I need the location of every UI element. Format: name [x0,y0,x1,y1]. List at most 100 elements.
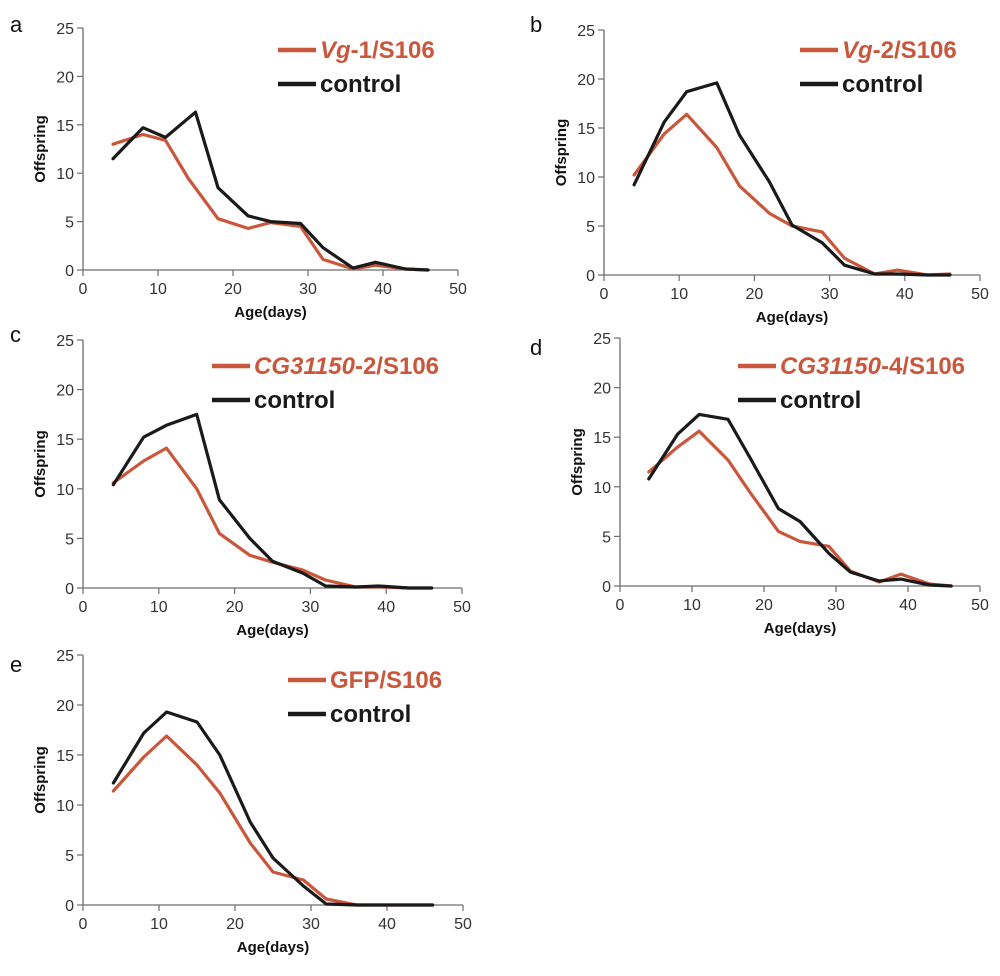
y-tick-label: 0 [586,268,595,285]
y-tick-label: 10 [56,482,74,499]
legend-label-treated: CG31150-2/S106 [254,353,439,380]
y-tick-label: 15 [577,121,595,138]
y-tick-label: 15 [56,118,74,135]
x-tick-label: 50 [971,286,989,303]
y-tick-label: 5 [65,848,74,865]
legend-label-treated: Vg-2/S106 [842,37,957,64]
x-tick-label: 30 [302,916,320,933]
y-tick-label: 20 [56,69,74,86]
series-line-control [111,412,434,590]
y-tick-label: 20 [577,72,595,89]
legend-label-control: control [842,71,923,98]
legend-label-text: control [320,71,401,98]
x-tick-label: 50 [453,599,471,616]
panel-letter-c: c [10,322,21,347]
x-axis-title: Age(days) [236,622,309,639]
legend-label-treated: GFP/S106 [330,667,442,694]
x-tick-label: 20 [226,916,244,933]
series-line-control [111,110,430,272]
x-tick-label: 40 [377,599,395,616]
legend-label-treated: Vg-1/S106 [320,37,435,64]
y-tick-label: 10 [593,480,611,497]
x-tick-label: 0 [600,286,609,303]
y-tick-label: 0 [602,579,611,596]
x-tick-label: 50 [449,281,467,298]
y-tick-label: 10 [577,170,595,187]
y-tick-label: 20 [593,381,611,398]
y-tick-label: 0 [65,581,74,598]
series-line-treated [111,734,435,907]
legend-label-text: -2/S106 [355,353,439,380]
y-tick-label: 15 [56,432,74,449]
y-tick-label: 25 [56,648,74,665]
y-axis-title: Offspring [32,115,49,183]
y-tick-label: 10 [56,166,74,183]
chart-panel-d: d 0 5 10 15 20 25 0 10 20 30 40 50 Age(days) Offspring… [530,331,989,637]
x-tick-label: 0 [616,597,625,614]
x-tick-label: 40 [899,597,917,614]
panel-letter-e: e [10,652,22,677]
y-tick-label: 25 [577,23,595,40]
legend-label-text: GFP/S106 [330,667,442,694]
x-tick-label: 20 [746,286,764,303]
legend-label-text: control [780,387,861,414]
y-tick-label: 25 [56,21,74,38]
y-tick-label: 20 [56,383,74,400]
x-tick-label: 40 [896,286,914,303]
y-tick-label: 20 [56,698,74,715]
legend-label-control: control [254,387,335,414]
series-line-treated [111,132,430,272]
x-tick-label: 20 [755,597,773,614]
y-tick-label: 25 [593,331,611,348]
x-tick-label: 50 [454,916,472,933]
series-line-control [111,710,435,907]
y-axis-title: Offspring [32,430,49,498]
legend-label-italic-part: CG31150 [780,353,882,380]
x-tick-label: 50 [971,597,989,614]
y-axis-title: Offspring [32,746,49,814]
legend-label-text: control [254,387,335,414]
y-tick-label: 15 [593,430,611,447]
legend-label-text: -2/S106 [873,37,957,64]
legend-label-control: control [330,701,411,728]
series-line-control [647,412,953,588]
legend-label-text: -1/S106 [351,37,435,64]
series-line-control [632,81,952,277]
y-tick-label: 0 [65,263,74,280]
x-tick-label: 30 [821,286,839,303]
chart-panel-b: b 0 5 10 15 20 25 0 10 20 30 40 50 Age(days) Offspring… [530,12,989,326]
y-tick-label: 5 [586,219,595,236]
x-tick-label: 10 [670,286,688,303]
chart-panel-e: e 0 5 10 15 20 25 0 10 20 30 40 50 Age(days) Offspring… [10,648,472,956]
x-tick-label: 10 [149,281,167,298]
chart-panel-c: c 0 5 10 15 20 25 0 10 20 30 40 50 Age(days) Offspring… [10,322,471,639]
x-tick-label: 30 [299,281,317,298]
x-tick-label: 10 [150,916,168,933]
series-line-treated [111,446,434,590]
x-axis-title: Age(days) [756,309,829,326]
y-tick-label: 5 [65,531,74,548]
chart-panel-a: a 0 5 10 15 20 25 0 10 20 30 40 50 Age(days) Offspring… [10,12,467,321]
legend-label-italic-part: Vg [320,37,351,64]
x-tick-label: 40 [374,281,392,298]
y-tick-label: 15 [56,748,74,765]
panel-letter-b: b [530,12,542,37]
panel-letter-a: a [10,12,23,37]
x-axis-title: Age(days) [234,304,307,321]
x-tick-label: 40 [378,916,396,933]
y-tick-label: 10 [56,798,74,815]
x-axis-title: Age(days) [237,939,310,956]
y-axis-title: Offspring [553,119,570,187]
x-tick-label: 10 [683,597,701,614]
x-tick-label: 0 [79,281,88,298]
x-tick-label: 10 [150,599,168,616]
legend-label-treated: CG31150-4/S106 [780,353,965,380]
legend-label-italic-part: Vg [842,37,873,64]
y-tick-label: 0 [65,898,74,915]
series-line-treated [632,112,952,277]
panel-letter-d: d [530,335,542,360]
x-tick-label: 20 [224,281,242,298]
series-line-treated [647,429,953,588]
y-tick-label: 5 [65,215,74,232]
